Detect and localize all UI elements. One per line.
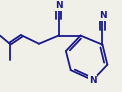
Text: N: N xyxy=(55,1,62,10)
Text: N: N xyxy=(89,76,97,85)
Text: N: N xyxy=(99,11,106,20)
